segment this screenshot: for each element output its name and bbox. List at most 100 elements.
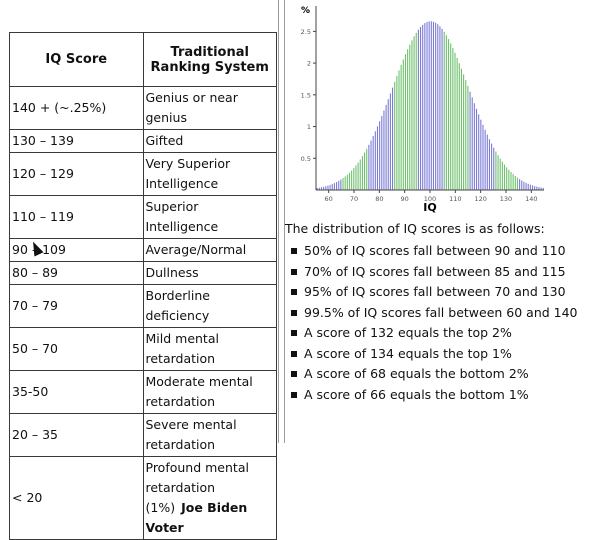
bar <box>525 182 527 190</box>
bar <box>385 104 387 190</box>
list-item: A score of 134 equals the top 1% <box>285 344 585 364</box>
bar <box>521 180 523 190</box>
bar <box>542 187 544 190</box>
bar <box>445 35 447 191</box>
bullet-icon <box>291 309 297 316</box>
score-cell: 20 – 35 <box>9 413 144 457</box>
bar <box>486 134 488 190</box>
bar <box>404 54 407 191</box>
bar <box>383 110 385 190</box>
bullet-icon <box>291 268 297 275</box>
bar <box>430 21 432 191</box>
header-ranking: Traditional Ranking System <box>142 32 277 87</box>
bar <box>531 185 534 190</box>
y-ticks: 0.5 1 1.5 2 2.5 <box>301 28 316 163</box>
score-cell: 70 – 79 <box>9 284 144 328</box>
distribution-panel: The distribution of IQ scores is as foll… <box>285 219 585 405</box>
bar <box>452 47 454 190</box>
bar <box>366 148 368 190</box>
y-axis-label: % <box>301 6 310 16</box>
bar <box>484 129 486 190</box>
list-item-text: A score of 66 equals the bottom 1% <box>304 386 529 402</box>
rank-cell: Mild mental retardation <box>142 327 277 371</box>
bar <box>407 49 409 191</box>
bar <box>402 59 404 191</box>
bar <box>372 136 374 190</box>
header-iq-score: IQ Score <box>9 32 144 87</box>
bullet-icon <box>291 371 297 377</box>
score-cell: 130 – 139 <box>9 129 144 153</box>
bar <box>355 165 357 190</box>
list-item: A score of 132 equals the top 2% <box>285 323 585 343</box>
y-tick-label: 0.5 <box>301 155 311 163</box>
bar <box>387 99 389 190</box>
list-item-text: 99.5% of IQ scores fall between 60 and 1… <box>304 304 578 320</box>
bar <box>473 103 475 190</box>
bar <box>508 169 510 190</box>
bar <box>441 28 443 190</box>
bar <box>346 174 348 190</box>
bar <box>480 119 482 190</box>
bar <box>389 93 391 190</box>
list-item-text: 70% of IQ scores fall between 85 and 115 <box>304 263 566 279</box>
bar <box>497 155 499 190</box>
bar <box>475 108 478 190</box>
bar <box>426 21 428 191</box>
chart-bars <box>316 21 544 191</box>
list-item: A score of 68 equals the bottom 2% <box>285 364 585 384</box>
bar <box>329 184 331 190</box>
table-row: < 20 Profound mental retardation (1%) Joe… <box>9 456 277 540</box>
bar <box>428 21 430 191</box>
bar <box>435 22 437 190</box>
bar <box>437 24 439 190</box>
list-item-text: 95% of IQ scores fall between 70 and 130 <box>304 284 566 299</box>
bar <box>422 24 424 190</box>
score-cell: 140 + (~.25%) <box>9 86 144 130</box>
table-row: 70 – 79 Borderline deficiency <box>9 284 277 328</box>
bar <box>503 164 506 190</box>
bar <box>415 32 417 190</box>
bar <box>488 139 490 190</box>
list-item: 95% of IQ scores fall between 70 and 130 <box>285 282 585 302</box>
bar <box>516 177 518 190</box>
bar <box>482 124 484 190</box>
bar <box>443 31 445 190</box>
bar <box>519 179 521 190</box>
bar <box>471 97 473 190</box>
rank-cell: Dullness <box>142 261 277 285</box>
x-ticks: 60 70 80 90 100 110 120 130 140 <box>325 190 538 203</box>
distribution-list: 50% of IQ scores fall between 90 and 110… <box>285 241 585 405</box>
list-item: 99.5% of IQ scores fall between 60 and 1… <box>285 303 585 323</box>
score-cell: 110 – 119 <box>9 195 144 239</box>
bar <box>357 162 359 190</box>
score-cell: 120 – 129 <box>9 152 144 196</box>
bar <box>454 52 456 190</box>
bar <box>331 184 333 190</box>
x-tick-label: 140 <box>525 195 537 203</box>
bar <box>510 172 512 190</box>
bar <box>424 23 426 191</box>
x-tick-label: 130 <box>500 195 512 203</box>
bar <box>450 43 452 191</box>
rank-cell: Superior Intelligence <box>142 195 277 239</box>
bar <box>364 152 366 190</box>
list-item-text: A score of 134 equals the top 1% <box>304 345 512 361</box>
x-tick-label: 90 <box>401 195 409 203</box>
table-row: 130 – 139 Gifted <box>9 129 277 153</box>
bar <box>538 187 540 190</box>
bar <box>353 168 355 190</box>
bar <box>523 181 525 190</box>
table-row: 35-50 Moderate mental retardation <box>9 370 277 414</box>
table-row: 20 – 35 Severe mental retardation <box>9 413 277 457</box>
bar <box>370 140 372 190</box>
bar <box>417 29 419 191</box>
bar <box>493 147 495 190</box>
bar <box>411 40 413 190</box>
bar <box>456 57 458 191</box>
score-cell: 50 – 70 <box>9 327 144 371</box>
bar <box>514 175 516 190</box>
bar <box>338 180 340 190</box>
score-cell: < 20 <box>9 456 144 540</box>
score-cell: 90 – 109 <box>9 238 144 262</box>
table-row: 120 – 129 Very Superior Intelligence <box>9 152 277 196</box>
